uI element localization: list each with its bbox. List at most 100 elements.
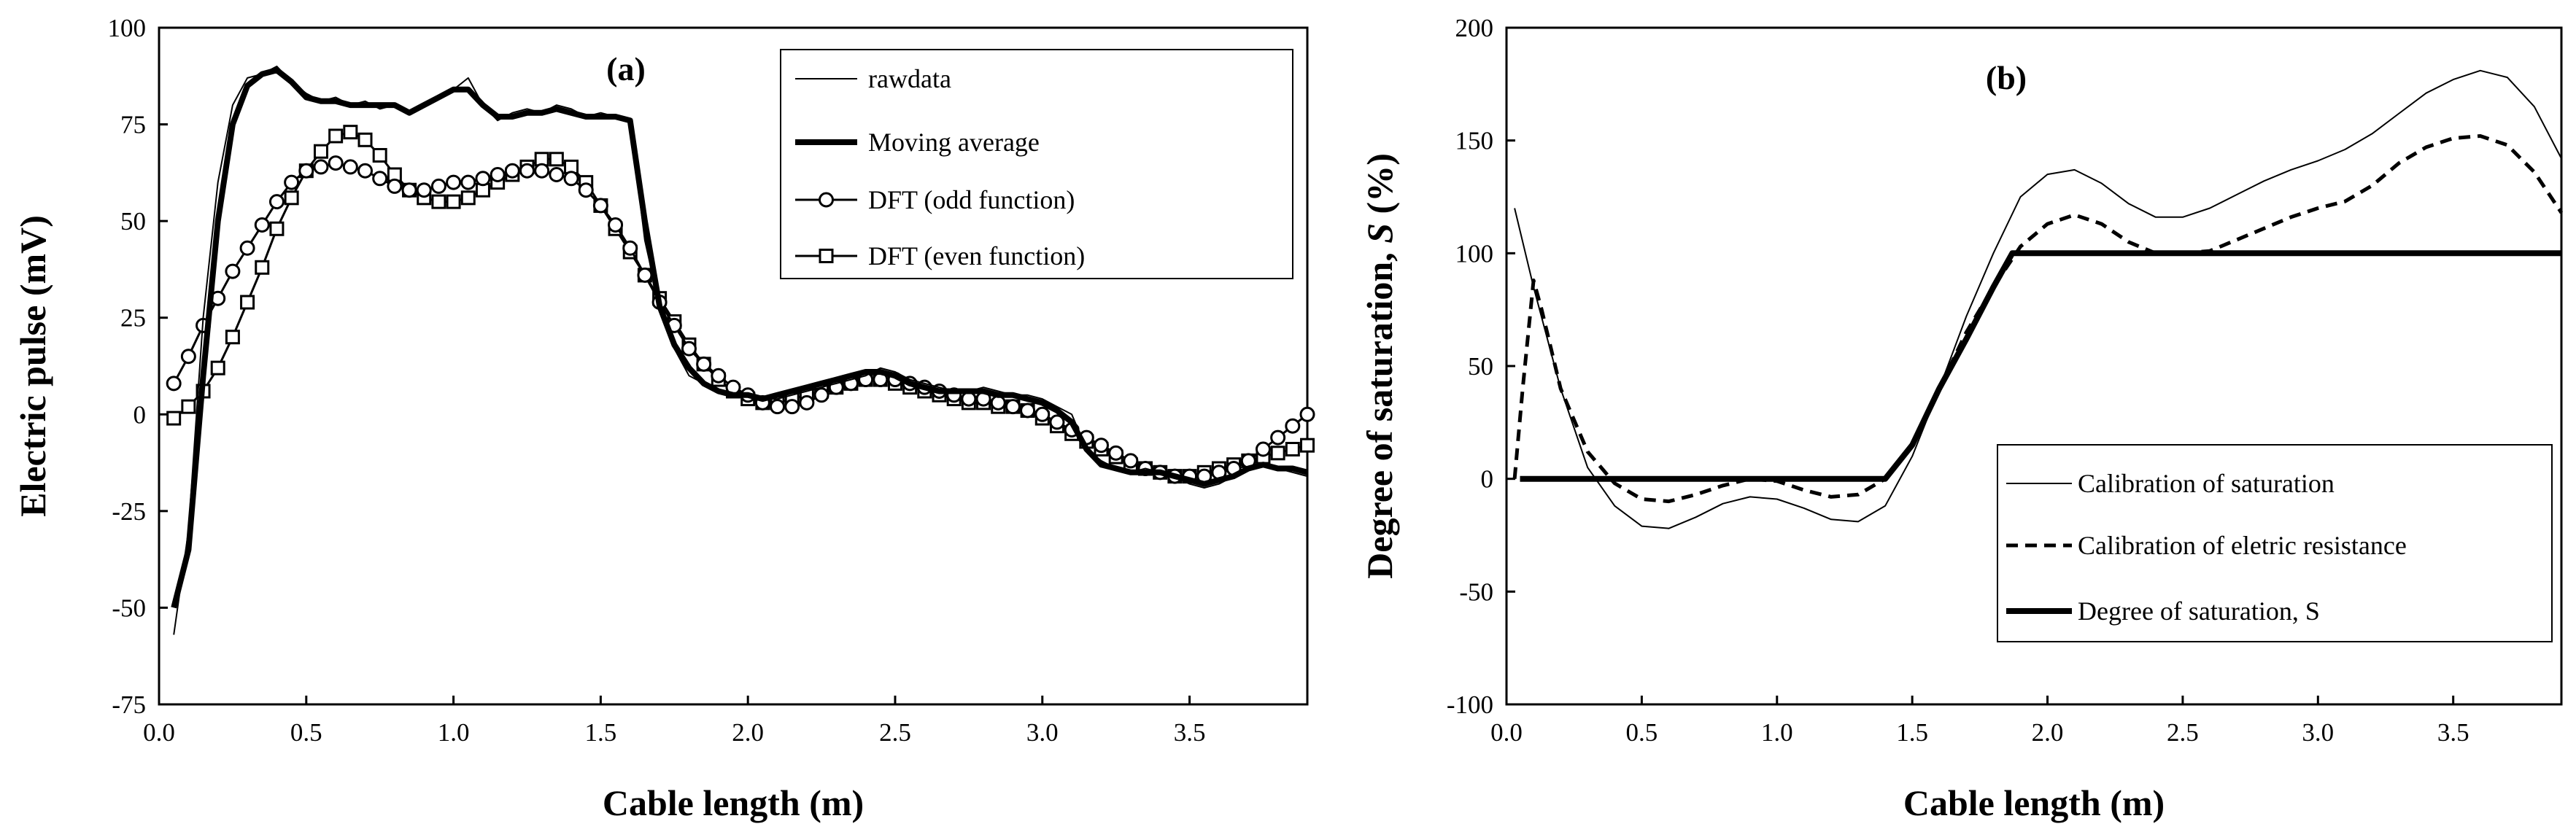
y-tick-label: -50: [1459, 578, 1493, 606]
series-group-b: [1512, 69, 2564, 529]
data-point-square: [269, 221, 285, 236]
data-point-square: [1285, 442, 1300, 457]
series-line-moving-average: [171, 67, 1309, 609]
y-tick-label: 25: [120, 304, 146, 332]
axis-ticks-b: 0.0 0.5 1.0 1.5 2.0 2.5 3.0 3.5 -100 -50 0 50 100 150…: [1447, 14, 2469, 747]
data-point-square: [372, 147, 387, 163]
data-point-circle: [446, 174, 462, 190]
legend-box-b: [1997, 444, 2553, 642]
data-point-circle: [696, 356, 712, 372]
data-point-circle: [180, 349, 196, 365]
data-point-circle: [268, 194, 285, 210]
data-point-circle: [1034, 406, 1051, 422]
data-point-circle: [254, 217, 270, 233]
data-point-circle: [1255, 441, 1271, 457]
series-group-a: [166, 66, 1315, 635]
x-axis-title-a: Cable length (m): [603, 782, 864, 823]
y-tick-label: 200: [1455, 14, 1494, 42]
x-tick-label: 1.5: [1896, 718, 1928, 747]
legend-label: DFT (even function): [868, 241, 1085, 271]
legend-label: Calibration of eletric resistance: [2078, 531, 2407, 560]
data-point-circle: [592, 198, 608, 214]
data-point-circle: [166, 376, 182, 392]
data-point-circle: [549, 167, 565, 183]
data-point-square: [284, 190, 299, 206]
legend-label: Calibration of saturation: [2078, 469, 2335, 498]
legend-marker-circle: [819, 192, 834, 208]
data-point-circle: [504, 163, 520, 179]
x-tick-label: 0.5: [1626, 718, 1658, 747]
data-point-square: [549, 152, 564, 167]
data-point-square: [166, 411, 182, 426]
y-tick-label: 50: [1468, 352, 1493, 381]
legend-box-a: [780, 49, 1293, 279]
data-point-square: [225, 330, 240, 345]
data-point-square: [446, 194, 461, 209]
y-tick-label: 0: [1481, 465, 1494, 494]
data-point-circle: [711, 368, 727, 384]
legend-label: rawdata: [868, 64, 951, 93]
data-point-circle: [298, 163, 314, 179]
legend-b: Calibration of saturation Calibration of …: [1997, 444, 2553, 642]
data-point-circle: [770, 399, 786, 415]
data-point-circle: [1123, 453, 1139, 469]
data-point-square: [240, 295, 255, 310]
data-point-circle: [578, 182, 594, 198]
data-point-circle: [1093, 438, 1109, 454]
data-point-square: [210, 360, 225, 376]
data-point-circle: [637, 267, 653, 283]
x-tick-label: 1.5: [585, 718, 617, 747]
y-tick-label: -100: [1447, 691, 1493, 719]
legend-label: Degree of saturation, S: [2078, 596, 2320, 626]
data-point-circle: [622, 240, 638, 256]
data-point-circle: [357, 163, 374, 179]
axis-ticks-a: 0.0 0.5 1.0 1.5 2.0 2.5 3.0 3.5 -75 -50 -25 0 25 50 75…: [108, 14, 1206, 747]
data-point-circle: [430, 178, 446, 194]
y-tick-label: 50: [120, 207, 146, 236]
data-point-circle: [799, 394, 815, 411]
data-point-circle: [401, 182, 417, 198]
y-tick-label: 100: [1455, 239, 1494, 268]
chart-panel-a: 0.0 0.5 1.0 1.5 2.0 2.5 3.0 3.5 -75 -50 -25 0 25 50 75…: [12, 14, 1315, 823]
y-tick-label: 0: [134, 400, 147, 429]
data-point-circle: [460, 174, 476, 190]
data-point-circle: [387, 178, 403, 194]
x-tick-label: 3.5: [1174, 718, 1206, 747]
y-axis-title-b-unit: (%): [1359, 153, 1400, 223]
data-point-circle: [813, 387, 829, 403]
chart-panel-b: 0.0 0.5 1.0 1.5 2.0 2.5 3.0 3.5 -100 -50 0 50 100 150…: [1359, 14, 2564, 823]
y-tick-label: -75: [112, 691, 146, 719]
data-point-circle: [990, 394, 1006, 411]
data-point-square: [328, 128, 344, 144]
x-tick-label: 2.0: [2032, 718, 2064, 747]
y-tick-label: 150: [1455, 127, 1494, 155]
x-tick-label: 3.5: [2437, 718, 2469, 747]
data-point-circle: [342, 159, 358, 175]
data-point-square: [255, 260, 270, 275]
legend-a: rawdata Moving average DFT (odd function) D…: [780, 49, 1293, 279]
series-line-calibration-of-saturation: [1514, 69, 2562, 529]
data-point-circle: [313, 159, 329, 175]
data-point-circle: [328, 155, 344, 171]
x-tick-label: 3.0: [2302, 718, 2334, 747]
y-tick-label: -50: [112, 594, 146, 622]
data-point-circle: [372, 171, 388, 187]
x-tick-label: 2.5: [2167, 718, 2199, 747]
x-tick-label: 0.0: [143, 718, 175, 747]
data-point-circle: [961, 391, 977, 407]
data-point-circle: [608, 217, 624, 233]
data-point-circle: [1005, 399, 1021, 415]
data-point-circle: [1049, 414, 1065, 430]
x-tick-label: 1.0: [1761, 718, 1793, 747]
x-tick-label: 3.0: [1026, 718, 1059, 747]
data-point-circle: [416, 182, 432, 198]
x-tick-label: 0.0: [1490, 718, 1523, 747]
data-point-circle: [284, 174, 300, 190]
y-tick-label: -25: [112, 497, 146, 526]
data-point-circle: [1020, 402, 1036, 419]
data-point-square: [1270, 446, 1285, 461]
data-point-circle: [784, 399, 800, 415]
series-line-degree-of-saturation-s: [1520, 250, 2561, 482]
data-point-circle: [563, 171, 579, 187]
panel-label-a: (a): [606, 50, 646, 88]
